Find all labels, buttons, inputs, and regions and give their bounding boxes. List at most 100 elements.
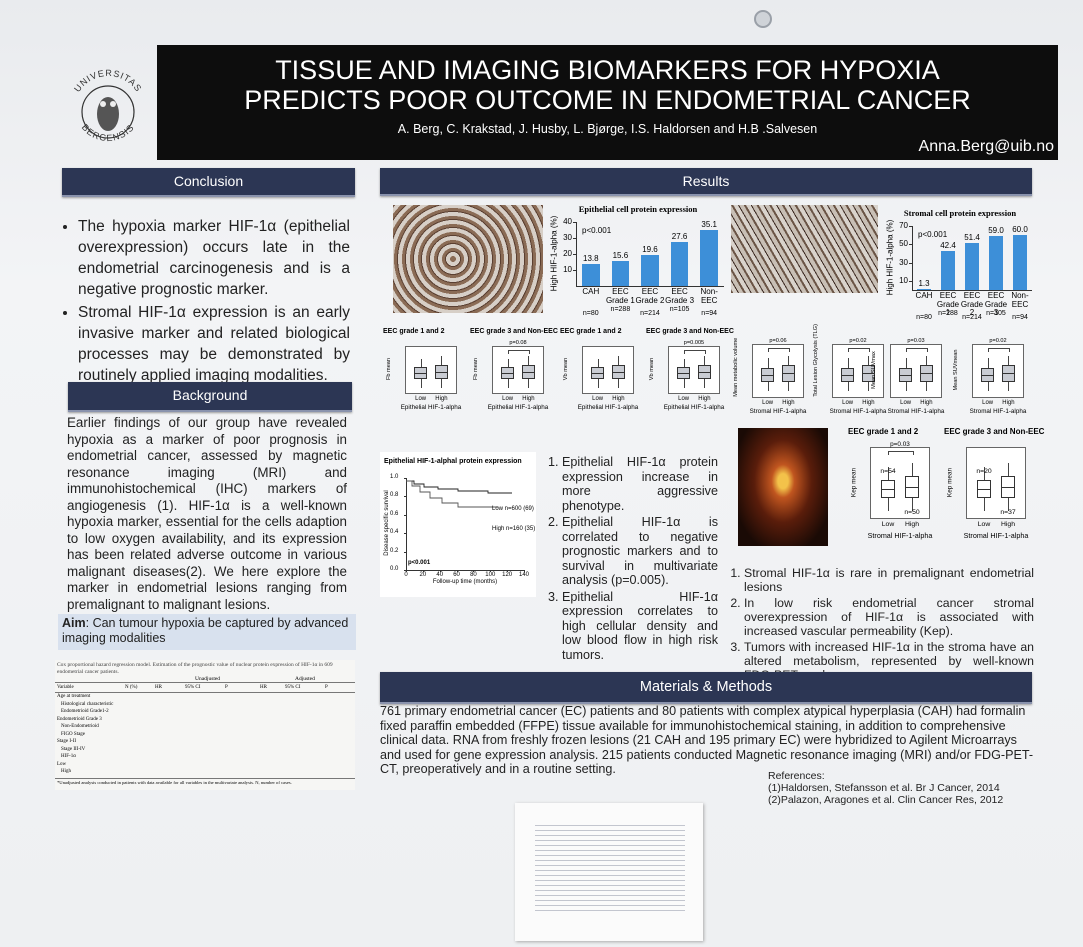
x-tick-label: CAH	[915, 291, 933, 300]
median	[981, 374, 994, 376]
table-row-label: Stage III-IV	[61, 746, 86, 752]
x-axis-label: Stromal HIF-1-alpha	[867, 531, 933, 541]
x-tick-label: High	[612, 395, 625, 402]
n-label: n=80	[916, 314, 932, 321]
plot-frame	[668, 346, 720, 394]
value-label: 35.1	[701, 219, 717, 229]
tick-mark	[404, 478, 406, 479]
x-tick-label: Low	[502, 395, 514, 402]
x-tick-label: 120	[502, 572, 513, 578]
y-axis-label: Mean SUVmax	[871, 351, 877, 390]
value-label: 15.6	[612, 251, 629, 261]
section-header: Conclusion	[62, 168, 355, 197]
table-row-label: Stage I-II	[57, 739, 77, 744]
n-label: n=20	[976, 467, 992, 475]
value-label: 19.6	[642, 244, 658, 254]
y-axis-label: Total Lesion Glycolysis (TLG)	[813, 324, 819, 398]
bullet: Stromal HIF-1α expression is an early in…	[78, 302, 350, 386]
y-axis-label: Vb mean	[563, 358, 569, 381]
x-tick-label: High	[905, 521, 919, 529]
aim-text: : Can tumour hypoxia be captured by adva…	[62, 616, 349, 645]
x-tick-label: Low	[900, 399, 912, 406]
x-tick-label: 140	[518, 572, 529, 578]
y-axis-label: Mean SUVmean	[953, 349, 959, 391]
x-tick-label: CAH	[582, 287, 600, 296]
n-label: n=214	[640, 310, 660, 317]
x-tick-label: High	[698, 395, 711, 402]
value-label: 1.3	[918, 278, 930, 288]
x-tick-label: EEC Grade 1	[936, 291, 960, 317]
value-label: 42.4	[940, 241, 956, 251]
box-panel: EEC grade 1 and 2 Kep mean Low n=54 High n=50…	[848, 427, 936, 545]
section-header: Materials & Methods	[380, 672, 1032, 704]
x-tick-label: Low	[977, 521, 991, 529]
x-tick-label: EEC Grade 3	[984, 291, 1008, 317]
value-label: 27.6	[671, 231, 688, 241]
x-tick-label: EEC Grade 2	[960, 291, 984, 317]
references: References: (1)Haldorsen, Stefansson et …	[768, 770, 1028, 806]
x-tick-label: 100	[485, 572, 496, 578]
curve-label: High n=160 (35)	[492, 526, 536, 532]
p-value: p=0.03	[890, 441, 910, 448]
median	[414, 373, 427, 375]
x-tick-label: EEC Grade 1	[605, 287, 635, 305]
box	[435, 365, 448, 380]
section-header: Results	[380, 168, 1032, 196]
y-axis-label: Kep mean	[850, 468, 858, 498]
x-tick-label: EEC Grade 3	[665, 287, 695, 305]
median	[677, 373, 690, 375]
p-bracket	[767, 348, 791, 352]
y-tick-label: 30	[899, 257, 908, 267]
bar	[940, 251, 956, 290]
p-value: p<0.001	[408, 560, 431, 566]
panel-title: EEC grade 1 and 2	[848, 427, 919, 436]
tick-mark	[909, 262, 912, 264]
plot-frame	[966, 447, 1026, 520]
axis-line	[406, 570, 524, 571]
median	[841, 374, 854, 376]
reference: (1)Haldorsen, Stefansson et al. Br J Can…	[768, 782, 1000, 794]
tick-mark	[404, 533, 406, 535]
finding: Tumors with increased HIF-1α in the stro…	[744, 640, 1034, 682]
y-axis-label: Fb mean	[386, 358, 392, 381]
median	[612, 372, 625, 374]
table-row-label: HIF-1α	[61, 754, 76, 759]
authors: A. Berg, C. Krakstad, J. Husby, L. Bjørg…	[397, 122, 818, 136]
x-tick-label: 40	[436, 572, 444, 578]
x-tick-label: 60	[453, 572, 460, 578]
bar	[988, 236, 1004, 290]
tick-mark	[404, 496, 406, 498]
table-row-label: Histological characteristic	[61, 701, 114, 707]
p-bracket	[847, 348, 871, 352]
p-value: p=0.03	[907, 338, 925, 344]
p-value: p=0.02	[849, 338, 867, 344]
x-tick-label: High	[782, 399, 795, 406]
p-bracket	[507, 350, 531, 354]
p-bracket	[905, 348, 929, 352]
background-text: Earlier findings of our group have revea…	[67, 415, 347, 612]
title: PREDICTS POOR OUTCOME IN ENDOMETRIAL CAN…	[244, 85, 971, 115]
box-panel: Mean SUVmax Low High p=0.03 Stromal HIF-1-al…	[868, 332, 948, 420]
tick-mark	[507, 570, 509, 572]
epithelial-findings: Epithelial HIF-1α protein expression inc…	[540, 455, 718, 664]
table: Cox proportional hazard regression model…	[55, 660, 355, 790]
bar-chart: Epithelial cell protein expression High H…	[548, 200, 728, 326]
panel-title: EEC grade 3 and Non-EEC	[944, 427, 1045, 436]
p-bracket	[987, 348, 1011, 352]
table-group-header: Unadjusted	[195, 676, 221, 682]
median	[1000, 486, 1016, 488]
survival-curve	[406, 480, 512, 494]
x-tick-label: Low	[842, 399, 854, 406]
n-label: n=105	[669, 306, 690, 313]
x-tick-label: 80	[470, 572, 477, 578]
table-group-header: Adjusted	[295, 676, 315, 682]
table-caption: Cox proportional hazard regression model…	[57, 662, 333, 675]
chart-title: Stromal cell protein expression	[903, 208, 1017, 218]
y-tick-label: 0.4	[390, 529, 399, 536]
title-bar: TISSUE AND IMAGING BIOMARKERS FOR HYPOXI…	[157, 45, 1058, 160]
x-axis-label: Stromal HIF-1-alpha	[887, 408, 945, 416]
survival-curves	[406, 480, 512, 508]
section-header: Background	[68, 382, 352, 412]
median	[522, 372, 535, 374]
